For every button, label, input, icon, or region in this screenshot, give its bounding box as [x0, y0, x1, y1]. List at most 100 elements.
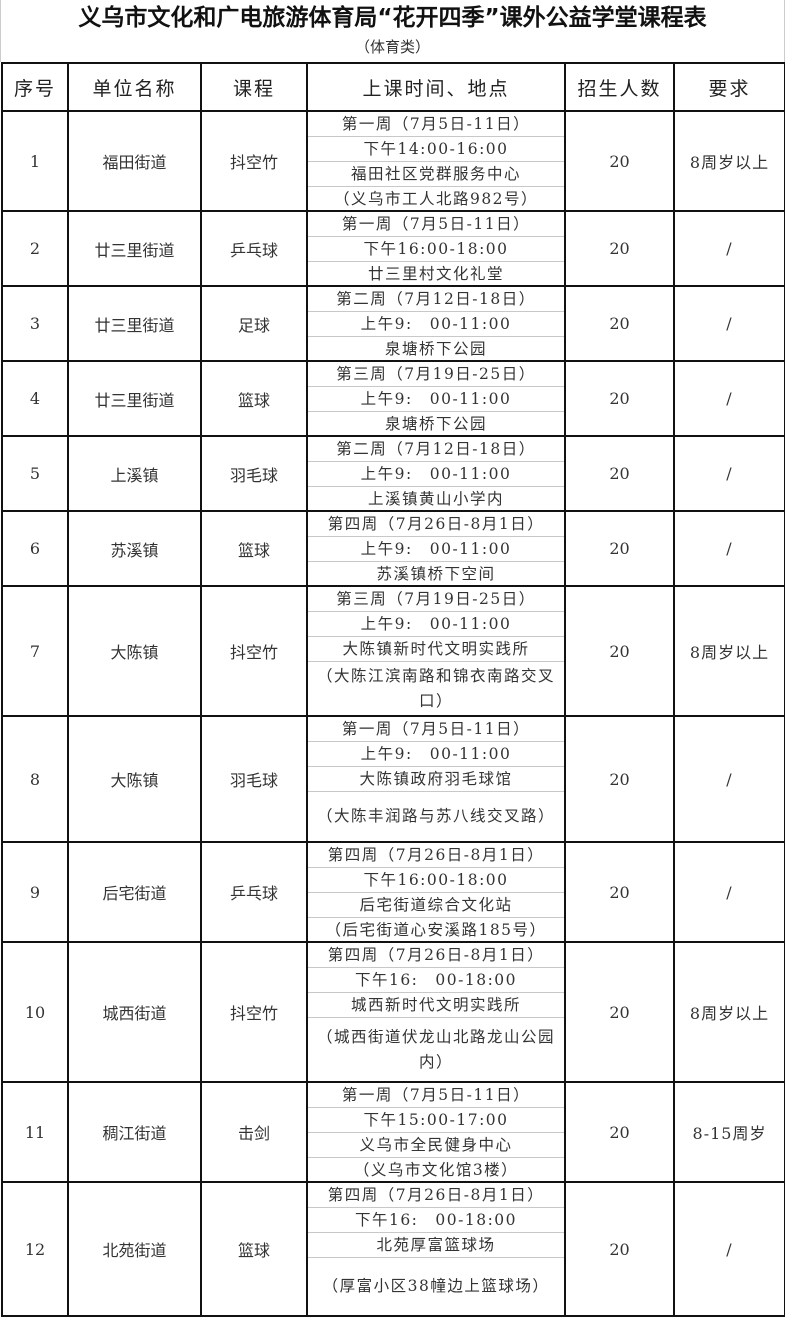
unit-name: 廿三里街道: [67, 285, 202, 362]
table-row: 11 稠江街道 击剑 第一周（7月5日-11日） 下午15:00-17:00 义乌市全民健…: [1, 1081, 785, 1183]
table-row: 7 大陈镇 抖空竹 第三周（7月19日-25日） 上午9: 00-11:00 大陈镇新时代…: [1, 585, 785, 717]
time-place-line: 城西新时代文明实践所: [308, 993, 564, 1018]
unit-name: 大陈镇: [67, 715, 202, 843]
time-place: 第一周（7月5日-11日） 下午15:00-17:00 义乌市全民健身中心 （义乌市文…: [306, 1081, 566, 1183]
row-number: 2: [1, 210, 69, 287]
time-place-line: 第一周（7月5日-11日）: [308, 717, 564, 742]
time-place-line: 第四周（7月26日-8月1日）: [308, 1183, 564, 1208]
time-place-line: 上午9: 00-11:00: [308, 612, 564, 637]
enrollment-count: 20: [564, 285, 675, 362]
header-time-place: 上课时间、地点: [306, 62, 566, 112]
time-place-line: 下午16:00-18:00: [308, 237, 564, 262]
header-requirement: 要求: [673, 62, 785, 112]
time-place: 第二周（7月12日-18日） 上午9: 00-11:00 上溪镇黄山小学内: [306, 435, 566, 512]
time-place-line: 第一周（7月5日-11日）: [308, 1083, 564, 1108]
time-place: 第三周（7月19日-25日） 上午9: 00-11:00 泉塘桥下公园: [306, 360, 566, 437]
row-number: 7: [1, 585, 69, 717]
enrollment-count: 20: [564, 715, 675, 843]
time-place-line: （厚富小区38幢边上篮球场）: [322, 1277, 550, 1295]
requirement: 8周岁以上: [673, 110, 785, 212]
time-place: 第四周（7月26日-8月1日） 下午16: 00-18:00 城西新时代文明实践所 （…: [306, 941, 566, 1083]
table-row: 10 城西街道 抖空竹 第四周（7月26日-8月1日） 下午16: 00-18:00 城西…: [1, 941, 785, 1083]
requirement: /: [673, 285, 785, 362]
time-place-line: 上午9: 00-11:00: [308, 312, 564, 337]
unit-name: 廿三里街道: [67, 360, 202, 437]
table-row: 4 廿三里街道 篮球 第三周（7月19日-25日） 上午9: 00-11:00 泉塘桥下公…: [1, 360, 785, 437]
time-place: 第一周（7月5日-11日） 下午14:00-16:00 福田社区党群服务中心 （义乌市…: [306, 110, 566, 212]
time-place-line: 第二周（7月12日-18日）: [308, 437, 564, 462]
time-place: 第四周（7月26日-8月1日） 下午16:00-18:00 后宅街道综合文化站 （后宅…: [306, 841, 566, 943]
header-course: 课程: [200, 62, 308, 112]
page-subtitle: （体育类）: [0, 34, 785, 62]
requirement: /: [673, 1181, 785, 1317]
time-place-line: 大陈镇政府羽毛球馆: [308, 767, 564, 792]
header-count: 招生人数: [564, 62, 675, 112]
enrollment-count: 20: [564, 435, 675, 512]
unit-name: 城西街道: [67, 941, 202, 1083]
enrollment-count: 20: [564, 1181, 675, 1317]
course-name: 抖空竹: [200, 110, 308, 212]
time-place-line: （义乌市工人北路982号）: [333, 189, 539, 208]
table-row: 12 北苑街道 篮球 第四周（7月26日-8月1日） 下午16: 00-18:00 北苑厚…: [1, 1181, 785, 1317]
course-name: 足球: [200, 285, 308, 362]
page-title: 义乌市文化和广电旅游体育局“花开四季”课外公益学堂课程表: [0, 0, 785, 34]
requirement: /: [673, 715, 785, 843]
table-row: 9 后宅街道 乒乓球 第四周（7月26日-8月1日） 下午16:00-18:00 后宅街道…: [1, 841, 785, 943]
unit-name: 福田街道: [67, 110, 202, 212]
row-number: 8: [1, 715, 69, 843]
unit-name: 后宅街道: [67, 841, 202, 943]
enrollment-count: 20: [564, 941, 675, 1083]
time-place-line: （大陈丰润路与苏八线交叉路）: [316, 807, 555, 825]
time-place-line: 第三周（7月19日-25日）: [308, 587, 564, 612]
time-place-line: 下午16: 00-18:00: [308, 1208, 564, 1233]
course-name: 篮球: [200, 360, 308, 437]
time-place-line: 下午16: 00-18:00: [308, 968, 564, 993]
unit-name: 廿三里街道: [67, 210, 202, 287]
time-place-line: 下午14:00-16:00: [308, 137, 564, 162]
time-place: 第四周（7月26日-8月1日） 下午16: 00-18:00 北苑厚富篮球场 （厚富小…: [306, 1181, 566, 1317]
course-name: 乒乓球: [200, 841, 308, 943]
requirement: 8-15周岁: [673, 1081, 785, 1183]
time-place-line: （后宅街道心安溪路185号）: [325, 920, 547, 939]
time-place-line: 下午15:00-17:00: [308, 1108, 564, 1133]
table-row: 1 福田街道 抖空竹 第一周（7月5日-11日） 下午14:00-16:00 福田社区党群…: [1, 110, 785, 212]
header-no: 序号: [1, 62, 69, 112]
time-place-line: 苏溪镇桥下空间: [376, 564, 496, 583]
course-name: 羽毛球: [200, 715, 308, 843]
time-place-line: 上午9: 00-11:00: [308, 537, 564, 562]
requirement: /: [673, 435, 785, 512]
row-number: 3: [1, 285, 69, 362]
requirement: 8周岁以上: [673, 585, 785, 717]
time-place-line: 廿三里村文化礼堂: [367, 264, 504, 283]
table-row: 2 廿三里街道 乒乓球 第一周（7月5日-11日） 下午16:00-18:00 廿三里村文…: [1, 210, 785, 287]
row-number: 5: [1, 435, 69, 512]
header-unit: 单位名称: [67, 62, 202, 112]
table-row: 3 廿三里街道 足球 第二周（7月12日-18日） 上午9: 00-11:00 泉塘桥下公…: [1, 285, 785, 362]
course-name: 篮球: [200, 1181, 308, 1317]
time-place-line: 福田社区党群服务中心: [308, 162, 564, 187]
row-number: 10: [1, 941, 69, 1083]
time-place-line: （大陈江滨南路和锦衣南路交叉口）: [316, 666, 555, 710]
time-place-line: 下午16:00-18:00: [308, 868, 564, 893]
time-place-line: 上午9: 00-11:00: [308, 387, 564, 412]
time-place-line: 第二周（7月12日-18日）: [308, 287, 564, 312]
row-number: 11: [1, 1081, 69, 1183]
table-row: 6 苏溪镇 篮球 第四周（7月26日-8月1日） 上午9: 00-11:00 苏溪镇桥下空…: [1, 510, 785, 587]
course-table: 序号 单位名称 课程 上课时间、地点 招生人数 要求 1 福田街道 抖空竹 第一周（7…: [1, 62, 785, 1317]
enrollment-count: 20: [564, 1081, 675, 1183]
unit-name: 北苑街道: [67, 1181, 202, 1317]
unit-name: 上溪镇: [67, 435, 202, 512]
requirement: 8周岁以上: [673, 941, 785, 1083]
unit-name: 大陈镇: [67, 585, 202, 717]
time-place: 第一周（7月5日-11日） 下午16:00-18:00 廿三里村文化礼堂: [306, 210, 566, 287]
table-row: 8 大陈镇 羽毛球 第一周（7月5日-11日） 上午9: 00-11:00 大陈镇政府羽毛…: [1, 715, 785, 843]
time-place-line: 第四周（7月26日-8月1日）: [308, 943, 564, 968]
time-place-line: 第三周（7月19日-25日）: [308, 362, 564, 387]
table-header-row: 序号 单位名称 课程 上课时间、地点 招生人数 要求: [1, 62, 785, 112]
time-place-line: 大陈镇新时代文明实践所: [308, 637, 564, 662]
requirement: /: [673, 210, 785, 287]
time-place: 第三周（7月19日-25日） 上午9: 00-11:00 大陈镇新时代文明实践所 （大…: [306, 585, 566, 717]
time-place-line: （城西街道伏龙山北路龙山公园内）: [316, 1027, 555, 1071]
time-place-line: 泉塘桥下公园: [384, 339, 487, 358]
row-number: 9: [1, 841, 69, 943]
